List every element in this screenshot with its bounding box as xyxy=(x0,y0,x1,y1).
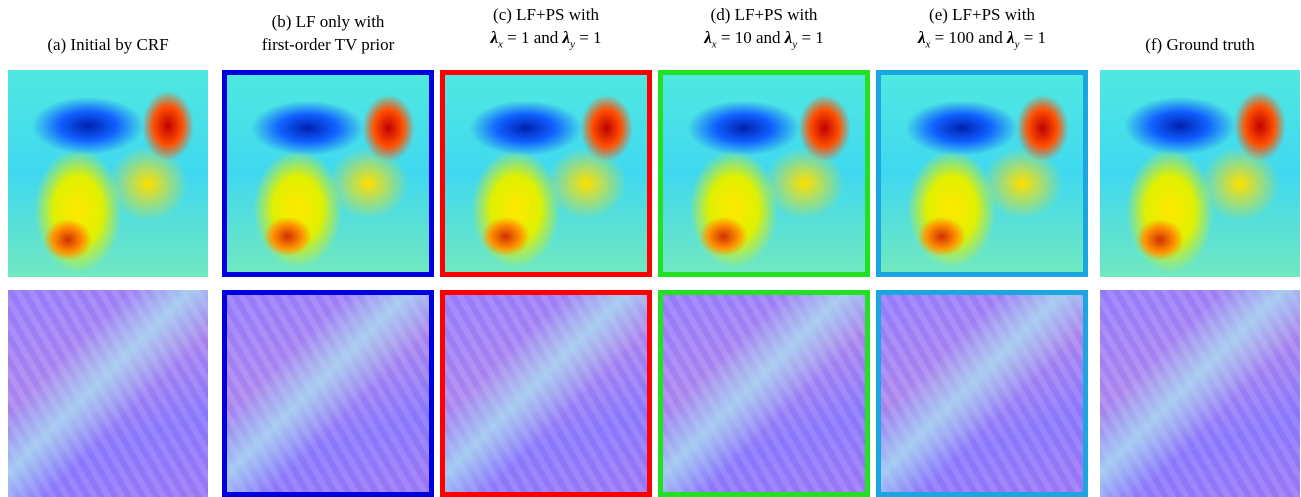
panel-caption: (f) Ground truth xyxy=(1100,0,1300,62)
caption-line: first-order TV prior xyxy=(262,33,395,56)
math-symbol: λ xyxy=(1007,28,1015,47)
math-symbol: λ xyxy=(490,28,498,47)
caption-line: (b) LF only with xyxy=(272,10,385,33)
depth-map-image xyxy=(658,70,870,277)
panel-column: (a) Initial by CRF xyxy=(8,0,208,62)
math-symbol: λ xyxy=(563,28,571,47)
caption-text: (b) LF only with xyxy=(272,12,385,31)
normal-map-image xyxy=(8,290,208,497)
panel-column: (e) LF+PS with λx = 100 and λy = 1 xyxy=(876,0,1088,62)
caption-text: (e) LF+PS with xyxy=(929,5,1035,24)
normal-map-image xyxy=(1100,290,1300,497)
depth-map-image xyxy=(440,70,652,277)
caption-line: (a) Initial by CRF xyxy=(47,33,168,56)
panel-column: (f) Ground truth xyxy=(1100,0,1300,62)
caption-text: = 1 xyxy=(575,28,602,47)
panel-caption: (d) LF+PS with λx = 10 and λy = 1 xyxy=(658,0,870,62)
panel-column: (c) LF+PS with λx = 1 and λy = 1 xyxy=(440,0,652,62)
panel-caption: (c) LF+PS with λx = 1 and λy = 1 xyxy=(440,0,652,62)
depth-map-image xyxy=(1100,70,1300,277)
caption-text: = 1 xyxy=(797,28,824,47)
depth-map-image xyxy=(8,70,208,277)
caption-text: (f) Ground truth xyxy=(1145,35,1255,54)
caption-text: = 1 and xyxy=(503,28,563,47)
panel-caption: (e) LF+PS with λx = 100 and λy = 1 xyxy=(876,0,1088,62)
caption-text: = 1 xyxy=(1019,28,1046,47)
normal-map-image xyxy=(222,290,434,497)
caption-text: = 100 and xyxy=(930,28,1007,47)
caption-line: λx = 10 and λy = 1 xyxy=(704,26,824,56)
depth-map-image xyxy=(876,70,1088,277)
panel-caption: (b) LF only with first-order TV prior xyxy=(222,0,434,62)
caption-line: (c) LF+PS with xyxy=(493,3,599,26)
caption-text: first-order TV prior xyxy=(262,35,395,54)
caption-text: (c) LF+PS with xyxy=(493,5,599,24)
math-symbol: λ xyxy=(704,28,712,47)
caption-text: = 10 and xyxy=(717,28,785,47)
caption-line: λx = 100 and λy = 1 xyxy=(918,26,1046,56)
caption-text: (d) LF+PS with xyxy=(711,5,818,24)
caption-line: λx = 1 and λy = 1 xyxy=(490,26,601,56)
caption-line: (d) LF+PS with xyxy=(711,3,818,26)
caption-text: (a) Initial by CRF xyxy=(47,35,168,54)
figure: (a) Initial by CRF (b) LF only with first-… xyxy=(0,0,1301,497)
caption-line: (f) Ground truth xyxy=(1145,33,1255,56)
normal-map-image xyxy=(440,290,652,497)
panel-column: (d) LF+PS with λx = 10 and λy = 1 xyxy=(658,0,870,62)
caption-line: (e) LF+PS with xyxy=(929,3,1035,26)
panel-column: (b) LF only with first-order TV prior xyxy=(222,0,434,62)
panel-caption: (a) Initial by CRF xyxy=(8,0,208,62)
normal-map-image xyxy=(876,290,1088,497)
depth-map-image xyxy=(222,70,434,277)
normal-map-image xyxy=(658,290,870,497)
